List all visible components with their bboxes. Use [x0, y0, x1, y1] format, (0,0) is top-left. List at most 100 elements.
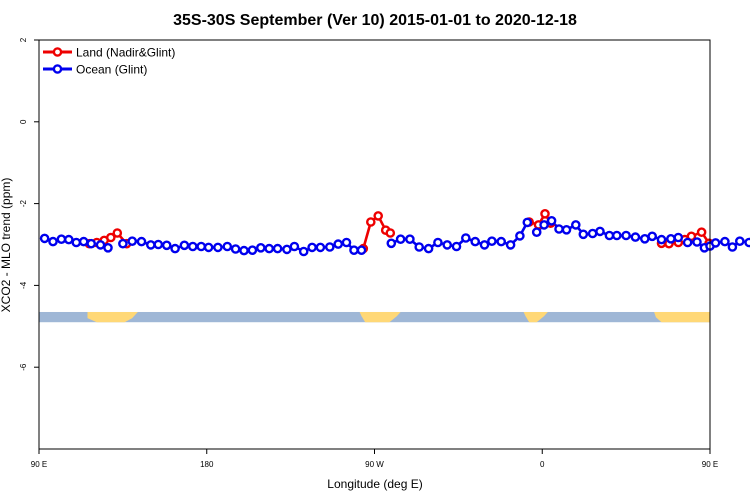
ocean-point: [136, 236, 147, 247]
ocean-point: [247, 245, 258, 255]
ocean-point: [531, 227, 542, 237]
ocean-point: [442, 240, 453, 250]
land-shape-3: [654, 312, 710, 323]
ocean-point: [515, 231, 525, 241]
ocean-point: [640, 233, 650, 244]
ocean-point: [744, 237, 750, 248]
ocean-point: [356, 245, 367, 255]
y-tick-label: -4: [19, 281, 28, 289]
land-point: [385, 228, 396, 238]
ocean-point: [230, 244, 241, 254]
ocean-point: [451, 241, 462, 252]
legend-ocean-label: Ocean (Glint): [76, 63, 147, 77]
land-point: [365, 217, 376, 227]
ocean-point: [64, 234, 74, 245]
ocean-point: [145, 240, 156, 250]
legend-ocean-marker: [52, 64, 63, 74]
ocean-series-line-2: [390, 221, 529, 250]
ocean-point: [554, 224, 564, 234]
ocean-point: [95, 240, 106, 250]
land-point: [106, 232, 116, 243]
ocean-point: [423, 243, 434, 254]
ocean-point: [433, 237, 443, 248]
ocean-point: [222, 241, 233, 252]
ocean-point: [522, 217, 533, 228]
ocean-point: [561, 224, 572, 235]
x-axis-ticks: 90 E 180 90 W 0 90 E: [31, 449, 718, 469]
ocean-point: [282, 244, 292, 255]
ocean-point: [571, 220, 581, 230]
legend: Land (Nadir&Glint) Ocean (Glint): [43, 46, 175, 77]
y-tick-label: 0: [19, 119, 28, 124]
x-axis-label: Longitude (deg E): [327, 477, 422, 491]
x-tick-label: 180: [200, 460, 214, 469]
ocean-point: [487, 236, 497, 246]
ocean-point: [673, 232, 684, 243]
ocean-point: [727, 242, 738, 252]
ocean-point: [56, 234, 67, 244]
chart-title: 35S-30S September (Ver 10) 2015-01-01 to…: [173, 12, 577, 29]
ocean-point: [621, 230, 631, 241]
ocean-point: [710, 238, 721, 248]
ocean-point: [179, 240, 190, 251]
x-tick-label: 90 E: [31, 460, 47, 469]
ocean-point: [170, 243, 180, 254]
land-shape-1: [359, 312, 401, 323]
land-point: [373, 211, 384, 221]
ocean-point: [666, 233, 676, 244]
legend-land-label: Land (Nadir&Glint): [76, 46, 175, 60]
ocean-point: [682, 237, 693, 248]
ocean-point: [578, 229, 589, 240]
ocean-point: [153, 239, 164, 250]
y-axis-ticks: 2 0 -2 -4 -6: [19, 37, 39, 371]
ocean-point: [161, 240, 172, 251]
y-tick-label: 2: [19, 37, 28, 42]
ocean-point: [333, 239, 344, 249]
ocean-point: [341, 237, 352, 248]
ocean-point: [272, 243, 283, 254]
ocean-point: [405, 234, 415, 244]
ocean-point: [539, 220, 549, 230]
land-ocean-band: [39, 311, 710, 323]
ocean-point: [39, 233, 50, 244]
ocean-point: [324, 242, 335, 252]
ocean-point: [496, 236, 507, 247]
ocean-point: [118, 238, 128, 249]
ocean-point: [315, 242, 326, 253]
ocean-point: [612, 230, 622, 241]
ocean-point: [86, 238, 96, 249]
land-point: [540, 208, 550, 219]
ocean-point: [187, 241, 198, 252]
x-tick-label: 90 E: [702, 460, 718, 469]
ocean-point: [656, 234, 667, 245]
ocean-point: [460, 233, 471, 243]
ocean-point: [255, 242, 266, 253]
y-tick-label: -6: [19, 363, 28, 371]
ocean-point: [386, 238, 397, 249]
ocean-point: [307, 242, 317, 253]
ocean-point: [692, 237, 702, 247]
ocean-point: [78, 236, 89, 247]
ocean-point: [604, 230, 615, 241]
ocean-point: [127, 236, 137, 246]
ocean-point: [470, 236, 481, 247]
ocean-point: [630, 232, 641, 242]
ocean-point: [720, 236, 730, 247]
ocean-point: [479, 240, 490, 250]
y-axis-label: XCO2 - MLO trend (ppm): [0, 178, 13, 313]
ocean-point: [239, 245, 249, 256]
land-shape-0: [87, 312, 138, 323]
ocean-point: [546, 215, 557, 226]
land-shape-2: [523, 312, 548, 323]
ocean-point: [647, 231, 658, 242]
ocean-point: [505, 240, 516, 250]
ocean-point: [414, 242, 425, 252]
land-point: [112, 228, 123, 238]
series-group: [39, 208, 750, 257]
ocean-point: [289, 241, 300, 252]
land-point: [696, 227, 707, 237]
ocean-point: [103, 242, 113, 253]
ocean-point: [203, 242, 214, 253]
x-tick-label: 0: [540, 460, 545, 469]
